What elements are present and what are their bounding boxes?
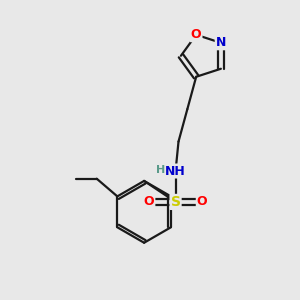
Text: O: O	[144, 195, 154, 208]
Text: O: O	[191, 28, 202, 41]
Text: S: S	[171, 195, 181, 209]
Text: H: H	[156, 164, 165, 175]
Text: N: N	[216, 36, 226, 49]
Text: O: O	[197, 195, 207, 208]
Text: NH: NH	[165, 164, 186, 178]
